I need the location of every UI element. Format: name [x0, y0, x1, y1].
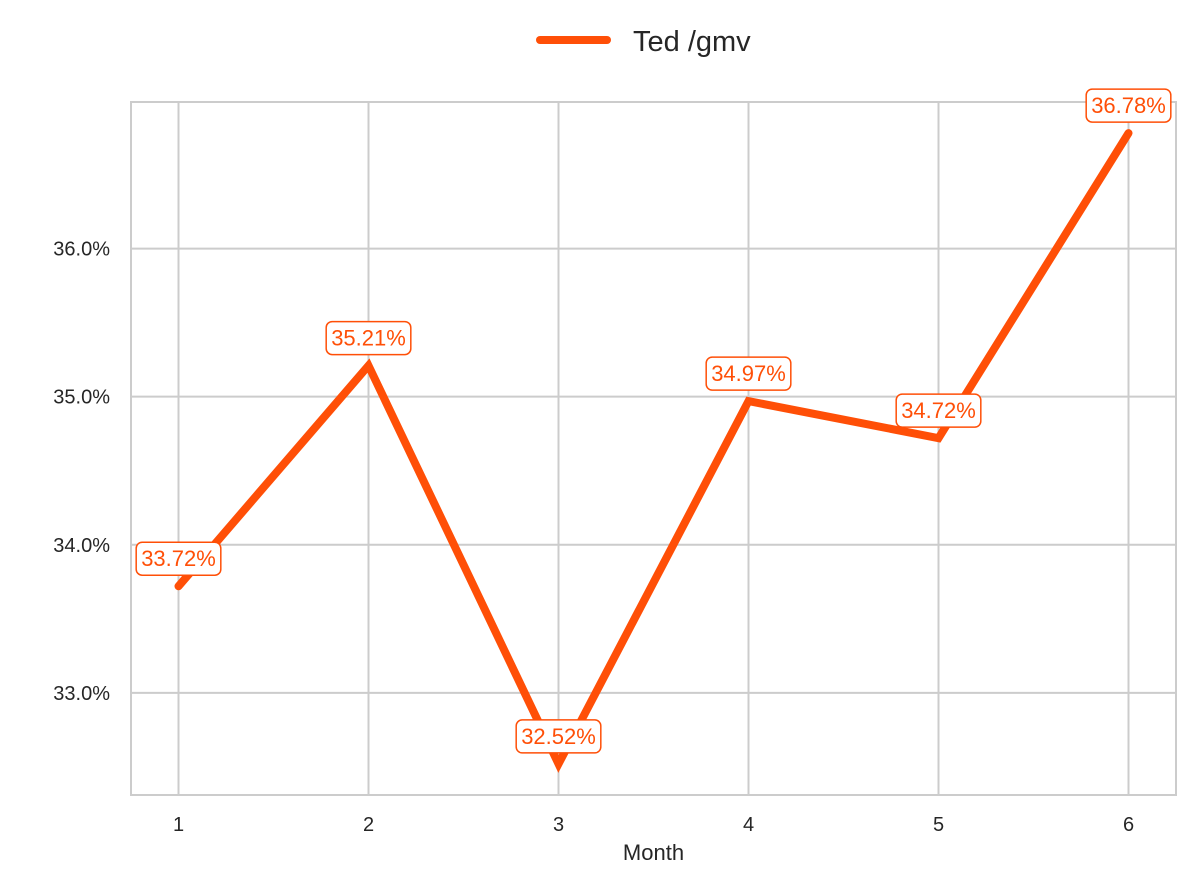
legend-label: Ted /gmv [633, 26, 751, 58]
data-label-box [705, 356, 792, 391]
x-tick-label: 1 [173, 814, 184, 836]
data-label: 35.21% [325, 320, 412, 356]
data-label: 34.97% [705, 356, 792, 391]
legend[interactable]: Ted /gmv [536, 26, 751, 58]
y-tick-label: 35.0% [53, 387, 110, 409]
data-label: 36.78% [1085, 88, 1172, 123]
y-tick-label: 36.0% [53, 239, 110, 261]
series-line [174, 129, 1133, 773]
x-tick-label: 5 [933, 814, 944, 836]
data-label-box [515, 719, 602, 754]
x-tick-label: 6 [1123, 814, 1134, 836]
data-label-box [895, 393, 982, 428]
series-layer [174, 129, 1133, 773]
plot-frame [130, 101, 1177, 796]
data-label-text: 35.21% [331, 326, 406, 351]
x-tick-label: 3 [553, 814, 564, 836]
x-axis-title: Month [623, 840, 684, 865]
y-axis-ticks: 33.0% 34.0% 35.0% 36.0% [53, 239, 110, 705]
data-label-box [135, 541, 222, 576]
x-tick-label: 4 [743, 814, 754, 836]
data-label-box [325, 320, 412, 356]
y-tick-label: 33.0% [53, 683, 110, 705]
y-tick-label: 34.0% [53, 535, 110, 557]
data-labels: 33.72% 35.21% 32.52% 34.97% 34.72% 36.78% [135, 88, 1172, 754]
data-label: 32.52% [515, 719, 602, 754]
x-tick-label: 2 [363, 814, 374, 836]
data-label: 34.72% [895, 393, 982, 428]
data-label-text: 34.72% [901, 398, 976, 423]
data-label: 33.72% [135, 541, 222, 576]
x-axis-ticks: 1 2 3 4 5 6 [173, 814, 1134, 836]
data-label-box [1085, 88, 1172, 123]
grid-lines [131, 102, 1176, 795]
data-label-text: 36.78% [1091, 93, 1166, 118]
data-label-text: 34.97% [711, 361, 786, 386]
data-label-text: 33.72% [141, 546, 216, 571]
data-label-text: 32.52% [521, 724, 596, 749]
